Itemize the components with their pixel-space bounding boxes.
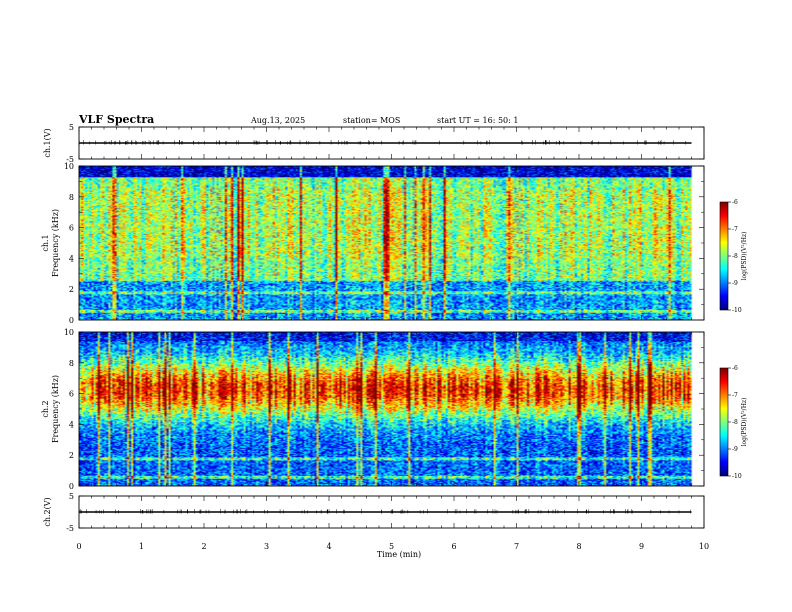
date-label: Aug.13, 2025 — [250, 116, 305, 125]
colorbar-tick-label: -8 — [732, 419, 738, 426]
y-tick-label: 6 — [69, 224, 74, 233]
colorbar-tick-label: -9 — [732, 280, 738, 287]
y-tick-label: -5 — [66, 155, 74, 164]
y-axis-label: ch.1 — [41, 234, 50, 251]
y-tick-label: 8 — [69, 359, 74, 368]
colorbar-label: log(PSD)(V²/Hz) — [741, 398, 748, 447]
y-tick-label: 4 — [69, 420, 74, 429]
x-tick-label: 10 — [699, 542, 709, 551]
colorbar-tick-label: -6 — [732, 365, 738, 372]
spectrogram-panel-ch2: 0 2 4 6 8 10 ch.2 Frequency (kHz) — [41, 328, 705, 491]
colorbar-tick-label: -7 — [732, 226, 738, 233]
colorbar-image-ch2 — [720, 368, 728, 476]
y-tick-label: 5 — [69, 492, 74, 501]
colorbar-label: log(PSD)(V²/Hz) — [741, 232, 748, 281]
colorbar-tick-label: -7 — [732, 392, 738, 399]
y-tick-label: 0 — [69, 316, 74, 325]
x-tick-label: 3 — [264, 542, 269, 551]
x-axis-label: Time (min) — [377, 550, 421, 559]
y-axis-label: Frequency (kHz) — [51, 209, 60, 277]
x-tick-label: 7 — [514, 542, 519, 551]
y-tick-label: 6 — [69, 390, 74, 399]
y-tick-label: 2 — [69, 451, 74, 460]
colorbar-ch1: -6 -7 -8 -9 -10 log(PSD)(V²/Hz) — [719, 199, 748, 314]
y-tick-label: -5 — [66, 524, 74, 533]
y-axis-label: ch.2 — [41, 400, 50, 417]
colorbar-tick-label: -8 — [732, 253, 738, 260]
y-tick-label: 2 — [69, 285, 74, 294]
colorbar-tick-label: -9 — [732, 446, 738, 453]
x-tick-label: 0 — [76, 542, 81, 551]
x-tick-label: 2 — [201, 542, 206, 551]
y-tick-label: 5 — [69, 123, 74, 132]
y-tick-label: 8 — [69, 193, 74, 202]
colorbar-tick-label: -10 — [732, 473, 742, 480]
spectrogram-panel-ch1: 0 2 4 6 8 10 ch.1 Frequency (kHz) — [41, 162, 705, 325]
y-tick-label: 10 — [64, 328, 74, 337]
figure-title: VLF Spectra — [78, 113, 154, 126]
start-time-label: start UT = 16: 50: 1 — [437, 116, 518, 125]
spectrogram-image-ch2 — [79, 332, 704, 486]
time-axis: 0 1 2 3 4 5 6 7 8 9 10 — [76, 542, 709, 551]
station-label: station= MOS — [343, 116, 400, 125]
x-tick-label: 1 — [139, 542, 144, 551]
x-tick-label: 6 — [451, 542, 456, 551]
waveform-panel-ch2: 5 -5 ch.2(V) — [43, 492, 705, 533]
waveform-panel-ch1: 5 -5 ch.1(V) — [43, 123, 705, 164]
y-tick-label: 4 — [69, 254, 74, 263]
y-axis-label: Frequency (kHz) — [51, 375, 60, 443]
x-tick-label: 5 — [389, 542, 394, 551]
y-tick-label: 0 — [69, 482, 74, 491]
colorbar-tick-label: -6 — [732, 199, 738, 206]
x-tick-label: 4 — [326, 542, 331, 551]
y-tick-label: 10 — [64, 162, 74, 171]
x-tick-label: 9 — [639, 542, 644, 551]
spectrogram-image-ch1 — [79, 166, 704, 320]
y-axis-label: ch.2(V) — [43, 497, 52, 526]
x-tick-label: 8 — [576, 542, 581, 551]
colorbar-image-ch1 — [720, 202, 728, 310]
colorbar-ch2: -6 -7 -8 -9 -10 log(PSD)(V²/Hz) — [719, 365, 748, 480]
y-axis-label: ch.1(V) — [43, 128, 52, 157]
colorbar-tick-label: -10 — [732, 307, 742, 314]
